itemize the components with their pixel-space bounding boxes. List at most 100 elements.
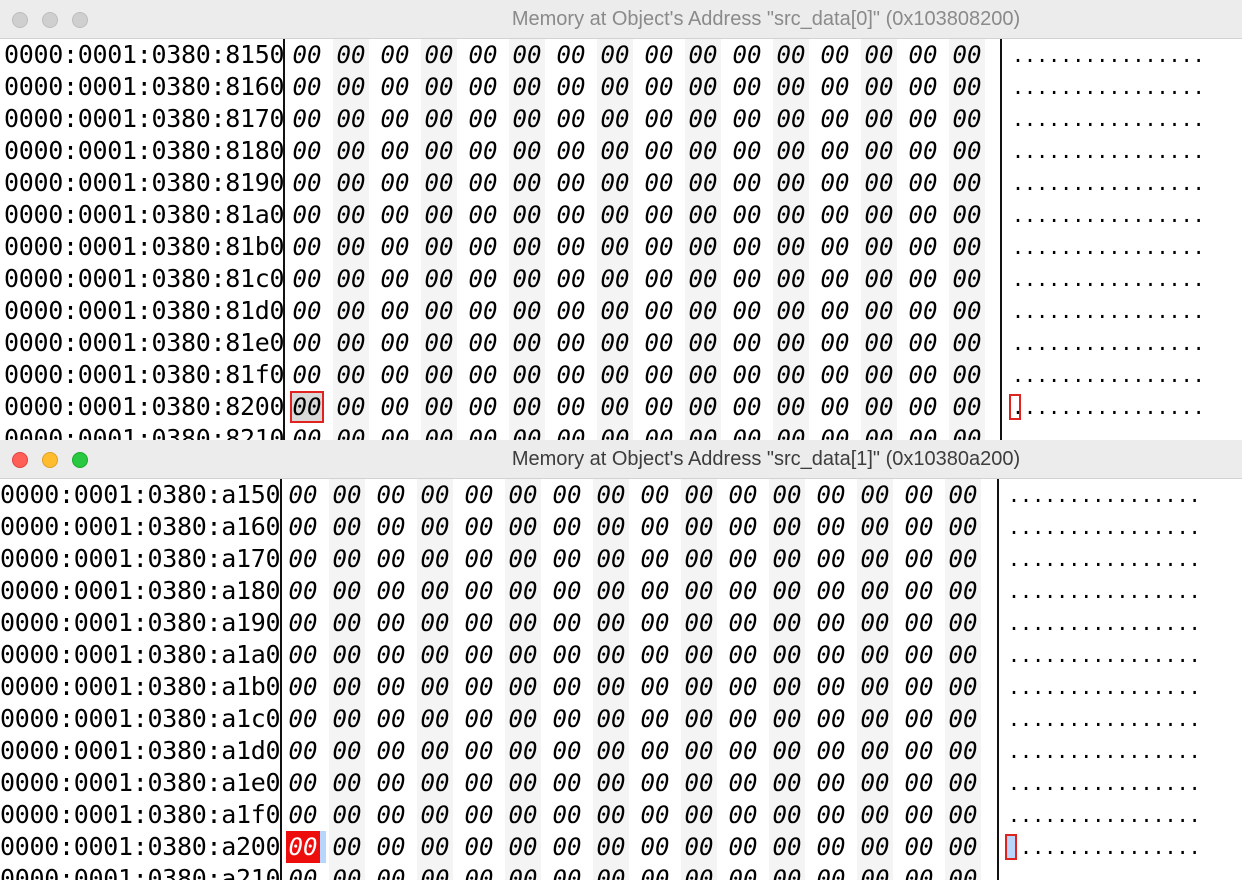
hex-byte[interactable]: 00	[508, 513, 538, 541]
hex-byte[interactable]: 00	[424, 329, 454, 357]
hex-byte[interactable]: 00	[552, 865, 582, 880]
hex-byte[interactable]: 00	[820, 265, 850, 293]
hex-byte[interactable]: 00	[380, 393, 410, 421]
hex-byte[interactable]: 00	[816, 865, 846, 880]
hex-byte[interactable]: 00	[376, 769, 406, 797]
hex-byte[interactable]: 00	[552, 769, 582, 797]
hex-byte[interactable]: 00	[816, 577, 846, 605]
hex-byte[interactable]: 00	[860, 545, 890, 573]
hex-byte[interactable]: 00	[816, 545, 846, 573]
hex-byte[interactable]: 00	[820, 425, 850, 440]
hex-byte[interactable]: 00	[600, 169, 630, 197]
minimize-button[interactable]	[42, 452, 58, 468]
hex-byte[interactable]: 00	[336, 297, 366, 325]
hex-byte[interactable]: 00	[464, 865, 494, 880]
hex-byte[interactable]: 00	[468, 105, 498, 133]
hex-byte[interactable]: 00	[332, 481, 362, 509]
hex-byte[interactable]: 00	[952, 41, 982, 69]
hex-byte[interactable]: 00	[908, 361, 938, 389]
hex-byte[interactable]: 00	[864, 393, 894, 421]
hex-byte[interactable]: 00	[376, 513, 406, 541]
hex-byte[interactable]: 00	[772, 737, 802, 765]
hex-byte[interactable]: 00	[468, 41, 498, 69]
hex-byte[interactable]: 00	[820, 233, 850, 261]
hex-byte[interactable]: 00	[948, 833, 978, 861]
hex-byte[interactable]: 00	[508, 769, 538, 797]
hex-byte[interactable]: 00	[556, 137, 586, 165]
hex-byte[interactable]: 00	[728, 673, 758, 701]
hex-byte[interactable]: 00	[684, 769, 714, 797]
hex-byte[interactable]: 00	[688, 393, 718, 421]
hex-byte[interactable]: 00	[772, 609, 802, 637]
hex-byte[interactable]: 00	[336, 425, 366, 440]
hex-byte[interactable]: 00	[904, 801, 934, 829]
hex-byte[interactable]: 00	[732, 425, 762, 440]
hex-byte[interactable]: 00	[288, 545, 318, 573]
hex-byte[interactable]: 00	[688, 73, 718, 101]
hex-byte[interactable]: 00	[820, 137, 850, 165]
hex-byte[interactable]: 00	[860, 833, 890, 861]
hex-byte[interactable]: 00	[336, 137, 366, 165]
hex-byte[interactable]: 00	[776, 361, 806, 389]
hex-byte[interactable]: 00	[684, 513, 714, 541]
ascii-column[interactable]: ................	[1012, 235, 1205, 259]
hex-byte[interactable]: 00	[508, 609, 538, 637]
hex-byte[interactable]: 00	[684, 577, 714, 605]
hex-byte[interactable]: 00	[820, 329, 850, 357]
close-button[interactable]	[12, 452, 28, 468]
hex-byte[interactable]: 00	[640, 577, 670, 605]
memory-window-src-data-0[interactable]: Memory at Object's Address "src_data[0]"…	[0, 0, 1242, 440]
hex-byte[interactable]: 00	[688, 201, 718, 229]
hex-byte[interactable]: 00	[288, 641, 318, 669]
hex-byte[interactable]: 00	[596, 801, 626, 829]
hex-byte[interactable]: 00	[512, 201, 542, 229]
hex-byte[interactable]: 00	[948, 513, 978, 541]
hex-byte[interactable]: 00	[600, 425, 630, 440]
hex-byte[interactable]: 00	[596, 577, 626, 605]
hex-byte[interactable]: 00	[556, 265, 586, 293]
hex-byte[interactable]: 00	[508, 865, 538, 880]
hex-byte[interactable]: 00	[772, 545, 802, 573]
hex-byte[interactable]: 00	[288, 705, 318, 733]
hex-byte[interactable]: 00	[728, 545, 758, 573]
zoom-button[interactable]	[72, 452, 88, 468]
hex-byte[interactable]: 00	[684, 833, 714, 861]
hex-byte[interactable]: 00	[336, 73, 366, 101]
hex-byte[interactable]: 00	[644, 105, 674, 133]
hex-byte[interactable]: 00	[600, 137, 630, 165]
ascii-column[interactable]: ................	[1008, 547, 1201, 571]
hex-byte[interactable]: 00	[336, 201, 366, 229]
hex-byte[interactable]: 00	[332, 737, 362, 765]
hex-byte[interactable]: 00	[424, 425, 454, 440]
hex-byte[interactable]: 00	[424, 233, 454, 261]
hex-byte[interactable]: 00	[776, 233, 806, 261]
ascii-column[interactable]: ................	[1008, 835, 1201, 859]
hex-byte[interactable]: 00	[376, 865, 406, 880]
ascii-column[interactable]: ................	[1008, 643, 1201, 667]
hex-byte[interactable]: 00	[464, 833, 494, 861]
hex-byte[interactable]: 00	[816, 609, 846, 637]
hex-byte[interactable]: 00	[380, 201, 410, 229]
hex-byte[interactable]: 00	[512, 41, 542, 69]
hex-byte[interactable]: 00	[424, 393, 454, 421]
hex-byte[interactable]: 00	[948, 481, 978, 509]
hex-byte[interactable]: 00	[552, 833, 582, 861]
hex-byte[interactable]: 00	[684, 865, 714, 880]
ascii-column[interactable]: ................	[1012, 395, 1205, 419]
hex-byte[interactable]: 00	[600, 361, 630, 389]
hex-byte[interactable]: 00	[600, 233, 630, 261]
hex-byte[interactable]: 00	[728, 865, 758, 880]
hex-byte[interactable]: 00	[512, 425, 542, 440]
hex-byte[interactable]: 00	[512, 361, 542, 389]
hex-byte[interactable]: 00	[948, 673, 978, 701]
hex-byte[interactable]: 00	[468, 361, 498, 389]
hex-byte[interactable]: 00	[684, 801, 714, 829]
hex-byte[interactable]: 00	[508, 673, 538, 701]
hex-byte[interactable]: 00	[948, 545, 978, 573]
hex-byte[interactable]: 00	[596, 609, 626, 637]
hex-byte[interactable]: 00	[644, 137, 674, 165]
hex-byte[interactable]: 00	[288, 513, 318, 541]
hex-byte[interactable]: 00	[552, 481, 582, 509]
hex-byte[interactable]: 00	[860, 865, 890, 880]
hex-byte[interactable]: 00	[728, 737, 758, 765]
